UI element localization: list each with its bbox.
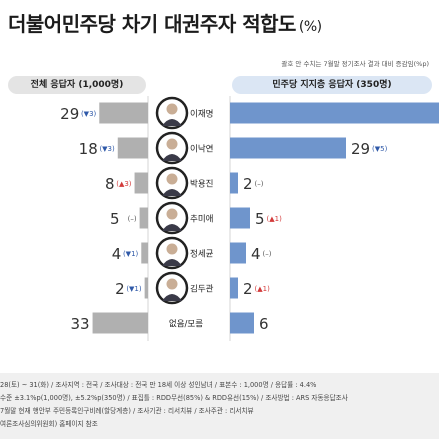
left-bar	[139, 207, 148, 229]
left-change-label: (▲3)	[116, 180, 132, 188]
left-bar	[144, 277, 148, 299]
avatar-face	[166, 173, 178, 185]
candidate-name: 정세균	[190, 249, 214, 260]
avatar-shoulders	[162, 189, 182, 196]
right-bar	[230, 102, 439, 124]
left-change-label: (▼1)	[123, 250, 139, 258]
candidate-name: 이재명	[190, 109, 213, 120]
right-change-label: (–)	[255, 180, 264, 188]
candidate-name: 박용진	[190, 179, 213, 190]
chart-note: 괄호 안 수치는 7월말 정기조사 결과 대비 증감임(%p)	[281, 60, 429, 68]
left-bar	[134, 172, 148, 194]
right-series-header: 민주당 지지층 응답자 (350명)	[232, 76, 432, 94]
footer-line-3: 7월말 현재 행안부 주민등록인구비례(할당계층) / 조사기관 : 리서치뷰 …	[0, 407, 254, 415]
candidate-name: 김두관	[190, 284, 214, 295]
right-bar	[230, 137, 346, 159]
butterfly-bar-chart: (▼3)2953(▲2)이재명(▼3)1829(▼5)이낙연(▲3)82(–)박…	[60, 96, 439, 341]
candidate-name: 이낙연	[190, 144, 213, 155]
chart-title-text: 더불어민주당 차기 대권주자 적합도	[8, 12, 296, 36]
right-bar	[230, 277, 238, 299]
right-bar	[230, 207, 250, 229]
left-value-label: 33	[70, 315, 89, 333]
left-change-label: (▼1)	[126, 285, 142, 293]
right-value-label: 4	[251, 245, 261, 263]
right-bar	[230, 172, 238, 194]
survey-footer: 28(토) ~ 31(화) / 조사지역 : 전국 / 조사대상 : 전국 만 …	[0, 373, 439, 439]
right-bar	[230, 242, 246, 264]
avatar-shoulders	[162, 119, 182, 126]
footer-line-1: 28(토) ~ 31(화) / 조사지역 : 전국 / 조사대상 : 전국 만 …	[0, 381, 317, 389]
left-change-label: (–)	[128, 215, 137, 223]
avatar-face	[166, 278, 178, 290]
left-bar	[99, 102, 148, 124]
left-value-label: 18	[79, 140, 98, 158]
avatar-face	[166, 243, 178, 255]
right-change-label: (▲1)	[255, 285, 271, 293]
right-value-label: 2	[243, 175, 253, 193]
left-value-label: 8	[105, 175, 115, 193]
footer-line-2: 수준 ±3.1%p(1,000명), ±5.2%p(350명) / 표집틀 : …	[0, 394, 348, 402]
left-value-label: 4	[112, 245, 122, 263]
chart-title-unit: (%)	[298, 19, 322, 35]
avatar-shoulders	[162, 294, 182, 301]
chart-title: 더불어민주당 차기 대권주자 적합도 (%)	[8, 8, 322, 37]
avatar-shoulders	[162, 259, 182, 266]
avatar-face	[166, 103, 178, 115]
left-series-header: 전체 응답자 (1,000명)	[8, 76, 146, 94]
avatar-shoulders	[162, 224, 182, 231]
left-value-label: 5	[110, 210, 120, 228]
right-value-label: 5	[255, 210, 265, 228]
avatar-face	[166, 138, 178, 150]
right-change-label: (▲1)	[267, 215, 283, 223]
right-value-label: 2	[243, 280, 253, 298]
right-value-label: 29	[351, 140, 370, 158]
right-value-label: 6	[259, 315, 269, 333]
candidate-name: 추미애	[190, 215, 213, 225]
right-change-label: (–)	[263, 250, 272, 258]
avatar-shoulders	[162, 154, 182, 161]
left-bar	[92, 312, 148, 334]
left-change-label: (▼3)	[99, 145, 115, 153]
left-change-label: (▼3)	[81, 110, 97, 118]
right-change-label: (▼5)	[372, 145, 388, 153]
left-bar	[141, 242, 148, 264]
category-label: 없음/모름	[169, 320, 203, 330]
left-bar	[117, 137, 148, 159]
avatar-face	[166, 208, 178, 220]
right-bar	[230, 312, 254, 334]
left-value-label: 2	[115, 280, 125, 298]
footer-line-4: 여론조사심의위원회) 홈페이지 참조	[0, 420, 98, 428]
left-value-label: 29	[60, 105, 79, 123]
